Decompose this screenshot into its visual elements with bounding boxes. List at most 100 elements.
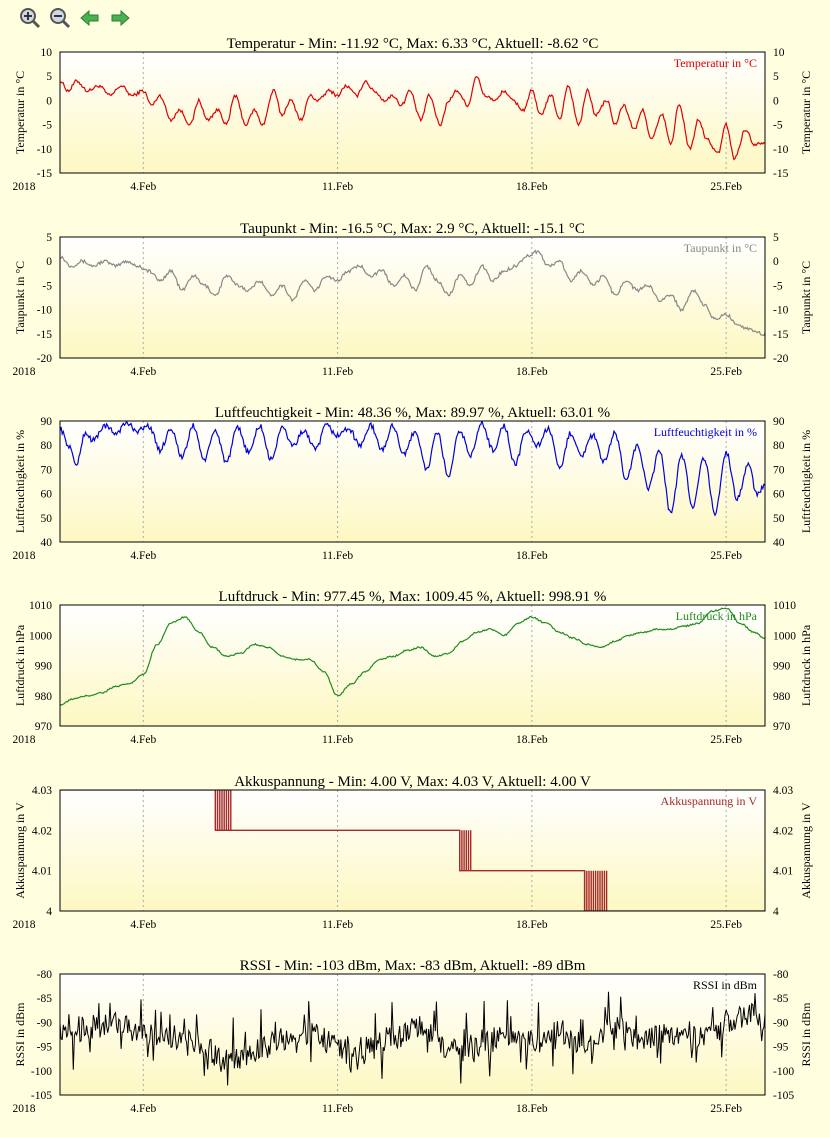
forward-button[interactable] [108,7,132,29]
y-tick-label-right: 1010 [773,600,796,612]
plot-border [59,420,766,543]
y-tick-label-right: 980 [773,691,791,703]
x-year-label: 2018 [13,181,36,193]
series-group [60,421,765,517]
x-tick-label: 4.Feb [130,366,156,378]
y-tick-label-right: -20 [773,353,789,365]
y-tick-label-right: 1000 [773,630,796,642]
series-line [60,421,765,517]
x-tick-label: 4.Feb [130,734,156,746]
y-tick-label-left: 50 [41,513,53,525]
legend-label: RSSI in dBm [693,978,758,992]
y-tick-label-right: 60 [773,489,785,501]
series-line [60,607,765,707]
y-axis-label-right: Akkuspannung in V [799,802,813,899]
y-tick-label-left: 10 [41,47,53,59]
x-tick-label: 4.Feb [130,1103,156,1115]
y-tick-label-left: 1000 [29,630,52,642]
y-tick-label-right: -95 [773,1042,789,1054]
y-axis-label-left: Luftfeuchtigkeit in % [13,430,27,533]
x-tick-label: 18.Feb [516,919,548,931]
y-tick-label-right: 4.03 [773,785,793,797]
y-tick-label-left: 0 [46,95,52,107]
series-group [60,991,765,1086]
y-tick-label-left: 70 [41,464,53,476]
x-tick-label: 18.Feb [516,181,548,193]
y-tick-label-left: 0 [46,256,52,268]
y-tick-label-right: 10 [773,47,785,59]
y-tick-label-left: -95 [37,1042,53,1054]
x-tick-label: 11.Feb [322,1103,353,1115]
chart-panel-5: Akkuspannung - Min: 4.00 V, Max: 4.03 V,… [13,774,814,931]
toolbar [18,6,132,30]
y-axis-label-left: Temperatur in °C [13,71,27,154]
y-tick-label-right: 90 [773,416,785,428]
back-button[interactable] [78,7,102,29]
x-tick-label: 25.Feb [710,366,742,378]
y-tick-label-right: 0 [773,256,779,268]
zoom-out-button[interactable] [48,7,72,29]
arrow-right-icon [111,9,130,27]
y-tick-label-left: 5 [46,71,52,83]
legend-label: Luftdruck in hPa [676,609,758,623]
zoom-in-button[interactable] [18,7,42,29]
y-tick-label-left: -100 [31,1066,52,1078]
plot-border [59,51,766,174]
y-tick-label-left: -15 [37,329,53,341]
y-tick-label-left: -20 [37,353,53,365]
x-tick-label: 25.Feb [710,181,742,193]
series-line [60,991,765,1086]
plot-area [60,52,765,173]
y-tick-label-right: 70 [773,464,785,476]
y-tick-label-right: -80 [773,969,789,981]
legend-label: Luftfeuchtigkeit in % [654,425,757,439]
series-line [60,790,765,911]
y-axis-label-right: RSSI in dBm [799,1002,813,1067]
x-tick-label: 18.Feb [516,734,548,746]
y-tick-label-right: 4 [773,906,779,918]
series-group [60,607,765,707]
y-tick-label-right: 5 [773,71,779,83]
y-tick-label-right: -105 [773,1090,794,1102]
y-tick-label-right: -15 [773,168,789,180]
legend-label: Taupunkt in °C [684,241,757,255]
plot-area [60,974,765,1095]
series-group [60,75,765,161]
series-group [60,790,765,911]
x-tick-label: 11.Feb [322,734,353,746]
y-tick-label-left: 970 [35,721,53,733]
plot-area [60,605,765,726]
chart-title: Luftfeuchtigkeit - Min: 48.36 %, Max: 89… [215,405,610,421]
x-tick-label: 11.Feb [322,919,353,931]
x-tick-label: 4.Feb [130,181,156,193]
y-axis-label-left: Akkuspannung in V [13,802,27,899]
x-year-label: 2018 [13,1103,36,1115]
y-tick-label-left: -10 [37,144,53,156]
y-tick-label-left: -85 [37,993,53,1005]
x-tick-label: 25.Feb [710,734,742,746]
y-tick-label-left: -5 [42,120,52,132]
x-tick-label: 11.Feb [322,550,353,562]
y-tick-label-left: 40 [41,537,53,549]
y-tick-label-left: 90 [41,416,53,428]
y-tick-label-left: 5 [46,232,52,244]
x-tick-label: 25.Feb [710,919,742,931]
series-line [60,249,765,337]
x-tick-label: 25.Feb [710,550,742,562]
y-tick-label-left: 4.01 [32,866,52,878]
y-tick-label-right: 990 [773,661,791,673]
x-tick-label: 11.Feb [322,366,353,378]
x-year-label: 2018 [13,919,36,931]
y-axis-label-right: Luftfeuchtigkeit in % [799,430,813,533]
plot-area [60,790,765,911]
y-axis-label-right: Temperatur in °C [799,71,813,154]
y-tick-label-left: -15 [37,168,53,180]
plot-border [59,236,766,359]
y-tick-label-right: 0 [773,95,779,107]
x-tick-label: 25.Feb [710,1103,742,1115]
x-year-label: 2018 [13,366,36,378]
chart-panel-1: Temperatur - Min: -11.92 °C, Max: 6.33 °… [13,36,814,193]
arrow-left-icon [80,9,99,27]
y-tick-label-left: -5 [42,280,52,292]
